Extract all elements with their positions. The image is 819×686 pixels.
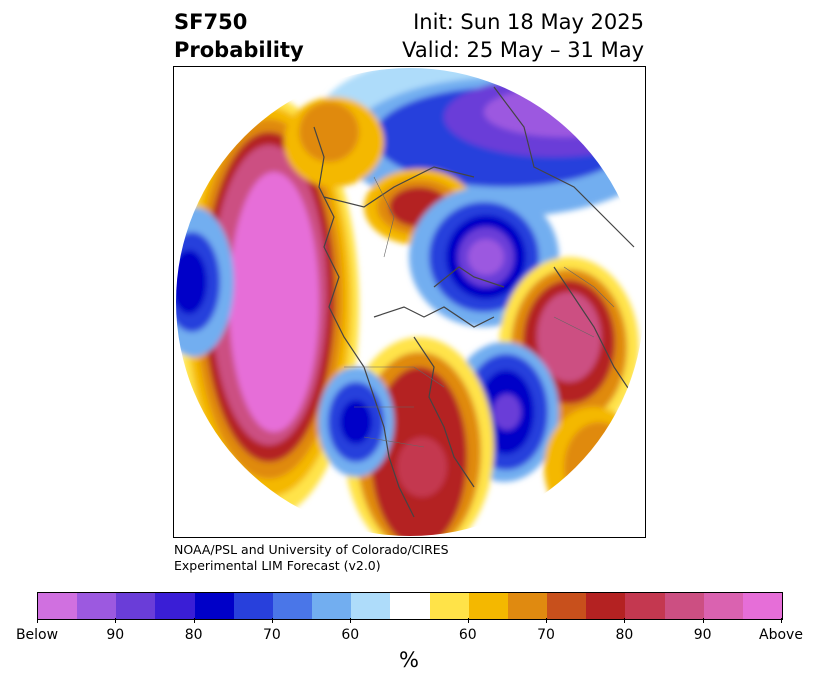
colorbar-swatch [351,593,391,619]
colorbar-tick-label: 80 [615,627,634,643]
colorbar-swatch [547,593,587,619]
colorbar-tick [271,618,273,623]
anomaly-shade [493,394,521,430]
colorbar-tick [624,618,626,623]
borders [344,176,615,448]
credit-text: NOAA/PSL and University of Colorado/CIRE… [174,542,449,574]
colorbar-tick-label: Above [759,627,803,643]
colorbar-swatch [468,593,508,619]
colorbar-tick [37,618,38,623]
colorbar-swatch [312,593,352,619]
forecast-map [173,66,646,538]
colorbar-tick [115,618,117,623]
colorbar-tick-label: 90 [693,627,712,643]
colorbar-tick [193,618,195,623]
init-date: Init: Sun 18 May 2025 [413,10,644,34]
anomaly-shade [299,102,359,162]
colorbar-swatch [390,593,430,619]
colorbar-swatch [429,593,469,619]
anomaly-shade [397,437,447,497]
colorbar-swatch [664,593,704,619]
colorbar-tick [467,618,469,623]
anomaly-shade [468,239,504,275]
colorbar-swatch [194,593,234,619]
colorbar-swatch [507,593,548,619]
colorbar-swatch [77,593,117,619]
colorbar-tick [546,618,548,623]
map-svg [176,68,644,536]
anomaly-shade [229,172,319,432]
colorbar-tick-label: Below [15,627,59,643]
colorbar-tick-label: 70 [263,627,281,643]
colorbar-tick-label: 70 [537,627,555,643]
chart-title-right: Init: Sun 18 May 2025 Valid: 25 May – 31… [402,8,644,64]
variable-title: SF750 [174,10,248,34]
colorbar-swatch [742,593,782,619]
coastlines [313,86,635,518]
colorbar-swatch [272,593,313,619]
colorbar-tick-label: 60 [341,627,360,643]
colorbar-swatch [116,593,156,619]
anomaly-shade [176,250,207,314]
colorbar-swatch [155,593,195,619]
product-title: Probability [174,38,304,62]
credit-line-2: Experimental LIM Forecast (v2.0) [174,558,381,573]
colorbar-swatch [586,593,626,619]
valid-range: Valid: 25 May – 31 May [402,38,644,62]
colorbar-swatch [625,593,665,619]
colorbar-tick [781,618,782,623]
colorbar-swatch [38,593,78,619]
colorbar-tick [702,618,704,623]
colorbar-unit: % [399,648,419,672]
colorbar-tick-label: 60 [458,627,477,643]
colorbar-swatch [703,593,743,619]
anomaly-shade [340,400,372,444]
anomaly-shade [564,422,634,512]
colorbar-tick [350,618,352,623]
colorbar-swatch [233,593,273,619]
chart-title-left: SF750 Probability [174,8,304,64]
colorbar-tick-label: 90 [106,627,125,643]
colorbar-tick-label: 80 [184,627,203,643]
colorbar [37,592,783,620]
credit-line-1: NOAA/PSL and University of Colorado/CIRE… [174,542,449,557]
anomaly-shade [484,87,644,137]
